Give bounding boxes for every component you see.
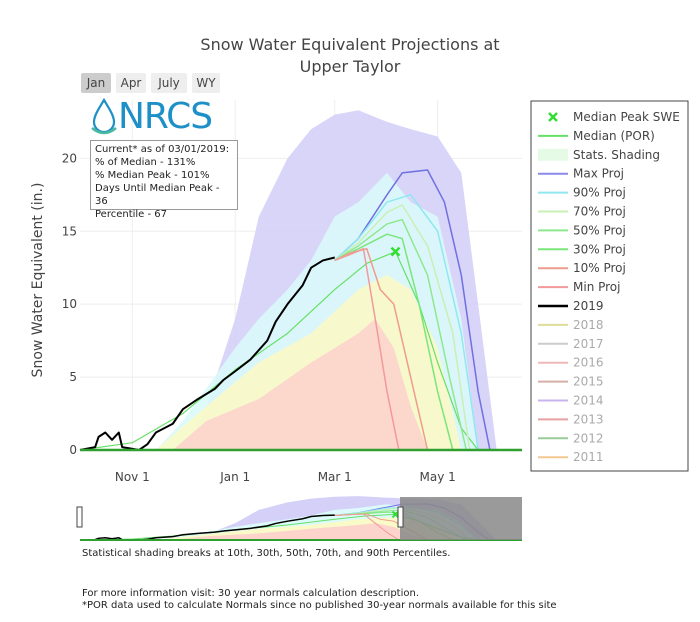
info-line-pct-median-peak: % Median Peak - 101% [95, 170, 210, 181]
series-line-70-proj [334, 204, 471, 451]
legend-label: Median Peak SWE [573, 110, 680, 124]
legend-item[interactable]: 70% Proj [538, 205, 626, 219]
y-tick-label: 20 [62, 151, 77, 165]
p30-band [172, 318, 428, 450]
info-line-as-of: Current* as of 03/01/2019: [95, 144, 230, 155]
nrcs-logo: NRCS [88, 96, 218, 140]
legend-item[interactable]: Median (POR) [538, 129, 655, 143]
x-tick-label: Jan 1 [219, 470, 250, 484]
series-lines [79, 169, 522, 452]
legend-label: Max Proj [573, 167, 624, 181]
legend-item[interactable]: 2014 [538, 394, 604, 408]
legend-label: 2013 [573, 412, 604, 426]
x-tick-label: May 1 [420, 470, 456, 484]
series-line-90-proj [334, 194, 479, 451]
navigator-handle-left[interactable] [76, 506, 83, 528]
legend-label: Min Proj [573, 280, 620, 294]
x-tick-label: Mar 1 [318, 470, 352, 484]
x-axis: Nov 1 Jan 1 Mar 1 May 1 [115, 470, 456, 484]
y-tick-label: 5 [69, 370, 77, 384]
percentile-bands [155, 110, 497, 450]
range-navigator[interactable] [76, 496, 522, 541]
series-line-30-proj [334, 233, 454, 451]
navigator-line [334, 513, 400, 541]
series-line-min-proj [334, 248, 400, 451]
legend-item[interactable]: 2017 [538, 337, 604, 351]
navigator-mask [400, 497, 522, 540]
legend-box [530, 100, 689, 472]
legend-label: 70% Proj [573, 205, 626, 219]
legend-label: 30% Proj [573, 242, 626, 256]
legend-label: 2019 [573, 299, 604, 313]
legend-item[interactable]: Max Proj [538, 167, 624, 181]
median-peak-point [390, 246, 401, 257]
series-line-10-proj [334, 248, 429, 451]
legend-label: 2011 [573, 450, 604, 464]
y-axis-label: Snow Water Equivalent (in.) [30, 183, 46, 378]
series-line-50-proj [334, 218, 468, 451]
navigator-handle-right[interactable] [397, 506, 404, 528]
x-tick-label: Nov 1 [115, 470, 150, 484]
legend-label: Stats. Shading [573, 148, 660, 162]
y-tick-label: 0 [69, 443, 77, 457]
legend-item[interactable]: 30% Proj [538, 242, 626, 256]
legend-item[interactable]: 50% Proj [538, 223, 626, 237]
legend-item[interactable]: 2013 [538, 412, 604, 426]
y-tick-label: 10 [62, 297, 77, 311]
info-line-pct-median: % of Median - 131% [95, 157, 196, 168]
visit-note: For more information visit: 30 year norm… [82, 588, 420, 599]
median-peak-marker [390, 246, 401, 257]
legend-swatch-box [538, 148, 568, 161]
range-button-wy[interactable]: WY [192, 73, 220, 93]
legend-label: 2016 [573, 356, 604, 370]
chart-title-line-2: Upper Taylor [300, 57, 401, 76]
legend-item[interactable]: Min Proj [538, 280, 620, 294]
range-button-jan[interactable]: Jan [81, 73, 111, 93]
legend-item[interactable]: 90% Proj [538, 186, 626, 200]
chart-title-line-1: Snow Water Equivalent Projections at [200, 35, 499, 54]
legend-label: 2012 [573, 431, 604, 445]
series-line-max-proj [334, 169, 491, 451]
logo-text: NRCS [118, 96, 213, 137]
current-stats-box: Current* as of 03/01/2019: % of Median -… [90, 140, 238, 220]
info-line-days-until-peak: Days Until Median Peak - 36 [95, 183, 220, 207]
legend-label: 90% Proj [573, 186, 626, 200]
legend-label: 2014 [573, 394, 604, 408]
range-button-july[interactable]: July [151, 73, 187, 93]
legend-item[interactable]: 2012 [538, 431, 604, 445]
legend-item[interactable]: 2018 [538, 318, 604, 332]
legend-swatch-marker [548, 112, 558, 122]
legend-item[interactable]: Median Peak SWE [548, 110, 680, 124]
navigator-band [172, 523, 428, 540]
legend-item[interactable]: Stats. Shading [538, 148, 660, 162]
y-axis: 0 5 10 15 20 [62, 151, 77, 457]
legend-item[interactable]: 2019 [538, 299, 604, 313]
legend-item[interactable]: 2011 [538, 450, 604, 464]
y-tick-label: 15 [62, 224, 77, 238]
navigator-line [79, 514, 335, 541]
info-line-percentile: Percentile - 67 [95, 209, 168, 220]
series-line-2019 [79, 256, 335, 451]
series-line-median-por- [79, 251, 479, 451]
shading-note: Statistical shading breaks at 10th, 30th… [82, 548, 451, 559]
por-note: *POR data used to calculate Normals sinc… [82, 600, 557, 611]
range-button-apr[interactable]: Apr [116, 73, 146, 93]
legend-item[interactable]: 10% Proj [538, 261, 626, 275]
legend-item[interactable]: 2016 [538, 356, 604, 370]
legend-label: Median (POR) [573, 129, 655, 143]
legend[interactable]: Median Peak SWE Median (POR) Stats. Shadin… [530, 100, 689, 472]
legend-label: 10% Proj [573, 261, 626, 275]
legend-label: 2017 [573, 337, 604, 351]
legend-item[interactable]: 2015 [538, 375, 604, 389]
legend-label: 2015 [573, 375, 604, 389]
legend-label: 50% Proj [573, 223, 626, 237]
navigator-median-peak [391, 510, 400, 519]
legend-label: 2018 [573, 318, 604, 332]
